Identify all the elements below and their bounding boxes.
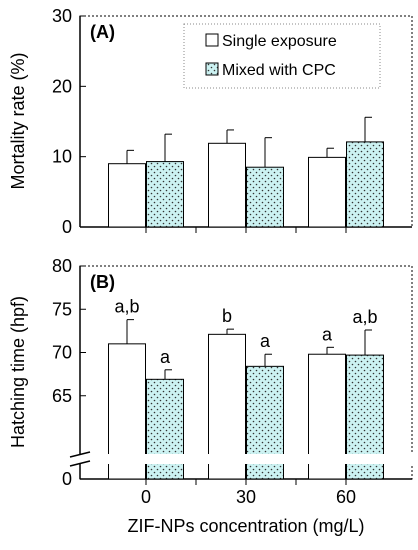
- y-tick-label-a: 30: [52, 6, 72, 26]
- bar-a-mixed-30: [246, 166, 284, 228]
- panel-label-a: (A): [90, 22, 115, 42]
- y-axis-label-b: Hatching time (hpf): [8, 296, 28, 448]
- sig-label: a: [160, 347, 171, 367]
- bar-a-single-30: [208, 142, 246, 228]
- plot-frame-b: [79, 265, 413, 480]
- y-tick-label-a: 20: [52, 76, 72, 96]
- x-tick-label-60: 60: [336, 487, 356, 507]
- y-tick-label-b: 80: [52, 256, 72, 276]
- legend-swatch-single: [205, 33, 219, 47]
- x-axis-label: ZIF-NPs concentration (mg/L): [127, 516, 364, 536]
- y-tick-label-b: 65: [52, 386, 72, 406]
- bar-b-mixed-0: [146, 378, 184, 480]
- y-axis-label-a: Mortality rate (%): [8, 52, 28, 189]
- bar-a-mixed-60: [346, 141, 384, 228]
- bar-a-single-60: [308, 156, 346, 228]
- axis-break: [62, 451, 414, 467]
- bar-a-mixed-0: [146, 161, 184, 228]
- y-tick-label-a: 0: [62, 217, 72, 237]
- x-tick-label-30: 30: [236, 487, 256, 507]
- legend: Single exposure Mixed with CPC: [183, 23, 381, 89]
- x-tick-label-0: 0: [141, 487, 151, 507]
- y-tick-label-b: 75: [52, 299, 72, 319]
- legend-label-single: Single exposure: [222, 33, 337, 50]
- y-tick-label-b: 0: [62, 469, 72, 489]
- chart-panel-a: (A) Mortality rate (%) 0 10 20 30 Single ex…: [8, 6, 413, 237]
- legend-swatch-mixed: [205, 62, 219, 76]
- panel-label-b: (B): [90, 272, 115, 292]
- sig-label: b: [222, 306, 232, 326]
- bar-a-single-0: [108, 163, 146, 228]
- sig-label: a: [322, 324, 333, 344]
- y-tick-label-b: 70: [52, 343, 72, 363]
- sig-label: a,b: [114, 297, 139, 317]
- sig-label: a,b: [352, 307, 377, 327]
- y-tick-label-a: 10: [52, 147, 72, 167]
- sig-label: a: [260, 331, 271, 351]
- legend-label-mixed: Mixed with CPC: [222, 62, 336, 79]
